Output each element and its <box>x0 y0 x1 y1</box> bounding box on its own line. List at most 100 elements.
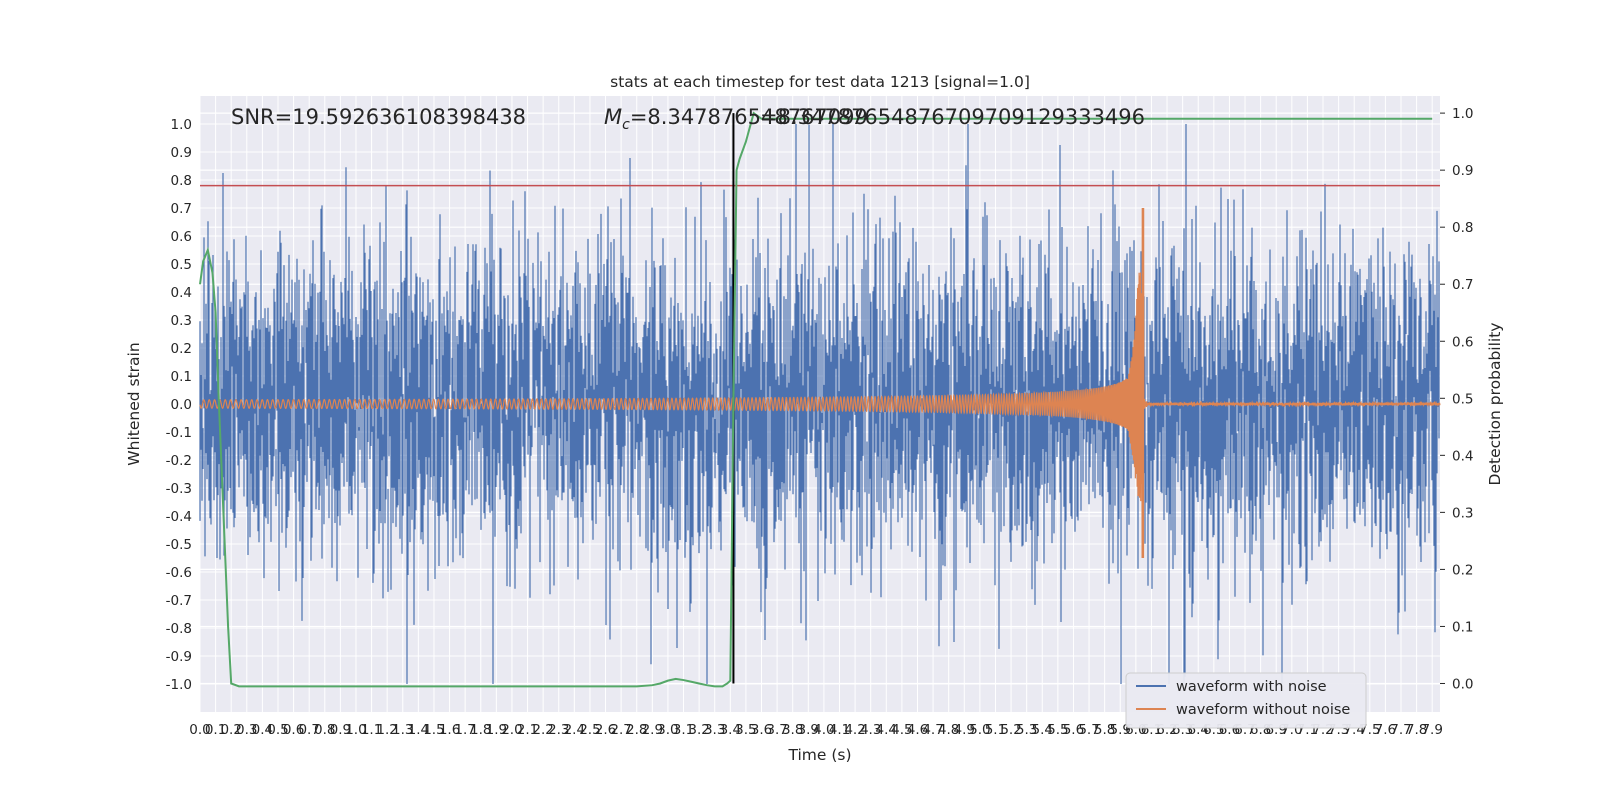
x-tick-label: 1.3 <box>392 722 413 738</box>
y-tick-label: 0.1 <box>171 369 192 385</box>
y2-tick-label: 1.0 <box>1452 106 1473 122</box>
y-tick-label: -0.6 <box>166 565 192 581</box>
x-tick-label: 5.7 <box>1078 722 1099 738</box>
x-tick-label: 3.2 <box>688 722 709 738</box>
y2-tick-label: 0.6 <box>1452 334 1473 350</box>
x-tick-label: 5.8 <box>1094 722 1115 738</box>
x-tick-label: 4.6 <box>907 722 928 738</box>
x-tick-label: 5.0 <box>969 722 990 738</box>
y2-tick-label: 0.2 <box>1452 562 1473 578</box>
x-tick-label: 4.2 <box>844 722 865 738</box>
y-tick-label: -0.7 <box>166 593 192 609</box>
y2-tick-label: 0.3 <box>1452 505 1473 521</box>
x-tick-label: 2.5 <box>579 722 600 738</box>
x-tick-label: 1.2 <box>376 722 397 738</box>
x-tick-label: 3.0 <box>657 722 678 738</box>
legend-label-noise: waveform with noise <box>1176 679 1327 695</box>
y-tick-label: 0.3 <box>171 313 192 329</box>
x-tick-label: 4.9 <box>954 722 975 738</box>
x-tick-label: 2.4 <box>564 722 585 738</box>
y2-tick-label: 0.7 <box>1452 277 1473 293</box>
y-tick-label: -0.8 <box>166 621 192 637</box>
x-tick-label: 1.1 <box>361 722 382 738</box>
y2-tick-label: 0.9 <box>1452 163 1473 179</box>
x-tick-label: 2.9 <box>642 722 663 738</box>
x-tick-label: 3.7 <box>766 722 787 738</box>
x-tick-label: 5.4 <box>1032 722 1053 738</box>
y-tick-labels: 1.0 0.9 0.8 0.7 0.6 0.5 0.4 0.3 0.2 0.1 0.0 -0.1 -0.… <box>166 117 192 693</box>
x-tick-label: 1.5 <box>423 722 444 738</box>
x-tick-label: 0.7 <box>298 722 319 738</box>
y-tick-label: -0.1 <box>166 425 192 441</box>
x-tick-label: 4.3 <box>860 722 881 738</box>
y-tick-label: -0.3 <box>166 481 192 497</box>
x-tick-label: 2.7 <box>610 722 631 738</box>
x-tick-label: 0.3 <box>236 722 257 738</box>
y2-tick-label: 0.8 <box>1452 220 1473 236</box>
x-tick-label: 3.3 <box>704 722 725 738</box>
x-tick-label: 1.0 <box>345 722 366 738</box>
x-tick-label: 3.5 <box>735 722 756 738</box>
chart-title: stats at each timestep for test data 121… <box>610 73 1030 91</box>
x-tick-label: 5.2 <box>1000 722 1021 738</box>
x-tick-label: 1.8 <box>470 722 491 738</box>
mc-annotation: Mc=8.347876548767099 <box>604 105 868 133</box>
x-tick-label: 4.4 <box>876 722 897 738</box>
y2-tick-label: 0.5 <box>1452 391 1473 407</box>
x-tick-label: 0.8 <box>314 722 335 738</box>
x-tick-label: 5.1 <box>985 722 1006 738</box>
y2-tick-label: 0.4 <box>1452 448 1473 464</box>
x-tick-label: 3.1 <box>673 722 694 738</box>
x-tick-label: 2.3 <box>548 722 569 738</box>
y-tick-label: 0.6 <box>171 229 192 245</box>
y-tick-label: 0.4 <box>171 285 192 301</box>
x-tick-label: 2.2 <box>532 722 553 738</box>
x-axis-label: Time (s) <box>787 746 851 764</box>
legend-label-clean: waveform without noise <box>1176 702 1350 718</box>
x-tick-label: 1.7 <box>454 722 475 738</box>
y2-tick-labels: 1.0 0.9 0.8 0.7 0.6 0.5 0.4 0.3 0.2 0.1 0.0 <box>1440 106 1473 692</box>
y-tick-label: 1.0 <box>171 117 192 133</box>
mc-value: =8.347876548767099 <box>630 105 868 129</box>
y-tick-label: 0.5 <box>171 257 192 273</box>
x-tick-label: 7.7 <box>1390 722 1411 738</box>
x-tick-label: 0.0 <box>189 722 210 738</box>
x-tick-label: 2.0 <box>501 722 522 738</box>
x-tick-label: 5.5 <box>1047 722 1068 738</box>
x-tick-label: 5.9 <box>1110 722 1131 738</box>
legend: waveform with noise waveform without noi… <box>1125 672 1367 729</box>
y-axis-label: Whitened strain <box>125 342 143 465</box>
y-tick-label: -0.9 <box>166 649 192 665</box>
x-tick-label: 3.8 <box>782 722 803 738</box>
x-tick-label: 1.4 <box>408 722 429 738</box>
x-tick-label: 7.8 <box>1406 722 1427 738</box>
x-tick-label: 5.6 <box>1063 722 1084 738</box>
x-tick-label: 0.5 <box>267 722 288 738</box>
x-tick-label: 0.9 <box>330 722 351 738</box>
x-tick-label: 1.9 <box>486 722 507 738</box>
mc-symbol: M <box>604 105 622 129</box>
x-tick-label: 2.6 <box>595 722 616 738</box>
x-tick-label: 4.0 <box>813 722 834 738</box>
x-tick-label: 4.1 <box>829 722 850 738</box>
y-tick-label: -1.0 <box>166 677 192 693</box>
x-tick-label: 3.6 <box>751 722 772 738</box>
series-waveform-without-noise <box>199 207 1441 559</box>
y-tick-label: 0.7 <box>171 201 192 217</box>
x-tick-label: 4.5 <box>891 722 912 738</box>
y-tick-label: 0.2 <box>171 341 192 357</box>
x-tick-label: 0.1 <box>205 722 226 738</box>
x-tick-label: 2.1 <box>517 722 538 738</box>
mc-subscript: c <box>622 117 630 133</box>
x-tick-label: 0.4 <box>252 722 273 738</box>
snr-annotation: SNR=19.592636108398438 <box>231 105 526 129</box>
x-tick-label: 3.9 <box>798 722 819 738</box>
y2-tick-label: 0.1 <box>1452 619 1473 635</box>
x-tick-label: 0.2 <box>220 722 241 738</box>
clean-waveform-path <box>199 207 1441 559</box>
probability-line-path <box>199 111 1433 688</box>
y-tick-label: -0.4 <box>166 509 192 525</box>
x-tick-label: 3.4 <box>720 722 741 738</box>
x-tick-label: 4.8 <box>938 722 959 738</box>
